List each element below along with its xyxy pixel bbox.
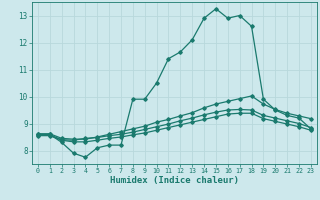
- X-axis label: Humidex (Indice chaleur): Humidex (Indice chaleur): [110, 176, 239, 185]
